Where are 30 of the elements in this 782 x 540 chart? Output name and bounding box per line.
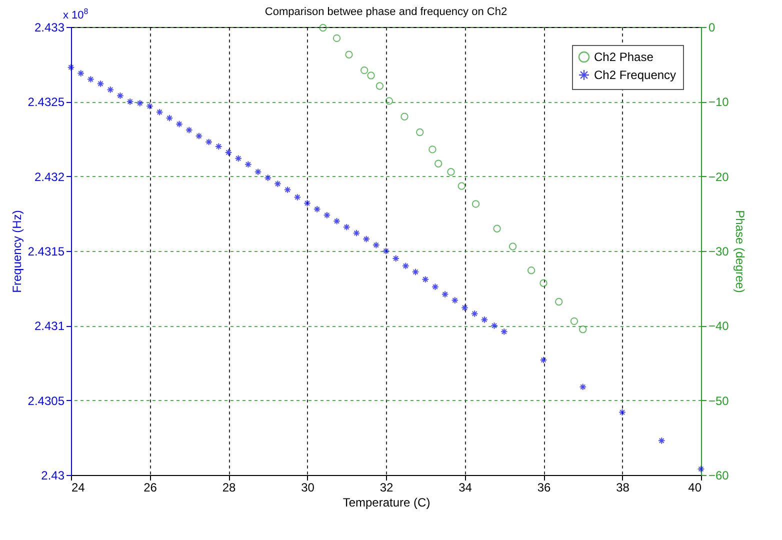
legend-label: Ch2 Phase <box>594 50 654 64</box>
y-tick-label: 2.4315 <box>28 244 65 258</box>
y-tick-label: 2.43 <box>41 468 65 482</box>
y2-axis-title: Phase (degree) <box>732 210 747 293</box>
y2-tick-label: −40 <box>708 319 730 334</box>
x-tick-label: 26 <box>144 480 158 494</box>
y2-tick-label: −30 <box>708 244 730 258</box>
y-tick-label: 2.4325 <box>28 95 65 110</box>
x-tick-label: 24 <box>72 480 86 494</box>
legend-label: Ch2 Frequency <box>594 68 676 82</box>
y2-tick-label: 0 <box>708 20 716 34</box>
y-axis-title: Frequency (Hz) <box>10 210 24 293</box>
x-tick-label: 40 <box>688 480 702 494</box>
y2-tick-label: −10 <box>708 95 730 110</box>
x-tick-label: 32 <box>380 480 394 494</box>
y2-tick-label: −20 <box>708 170 730 184</box>
x-tick-label: 34 <box>458 480 472 494</box>
x-tick-label: 28 <box>222 480 236 494</box>
y-tick-label: 2.431 <box>34 319 65 334</box>
x-tick-label: 36 <box>537 480 551 494</box>
y2-tick-label: −60 <box>708 468 730 482</box>
x-axis-title: Temperature (C) <box>342 496 430 510</box>
x-tick-label: 38 <box>616 480 630 494</box>
x-tick-label: 30 <box>301 480 315 494</box>
axis-multiplier: x 10$^{8}$ <box>63 7 88 22</box>
y-tick-label: 2.4305 <box>28 394 65 408</box>
y2-tick-label: −50 <box>708 394 730 408</box>
y-tick-label: 2.432 <box>34 170 65 184</box>
chart-title: Comparison betwee phase and frequency on Ch2 <box>264 6 508 18</box>
y-tick-label: 2.433 <box>34 20 65 34</box>
